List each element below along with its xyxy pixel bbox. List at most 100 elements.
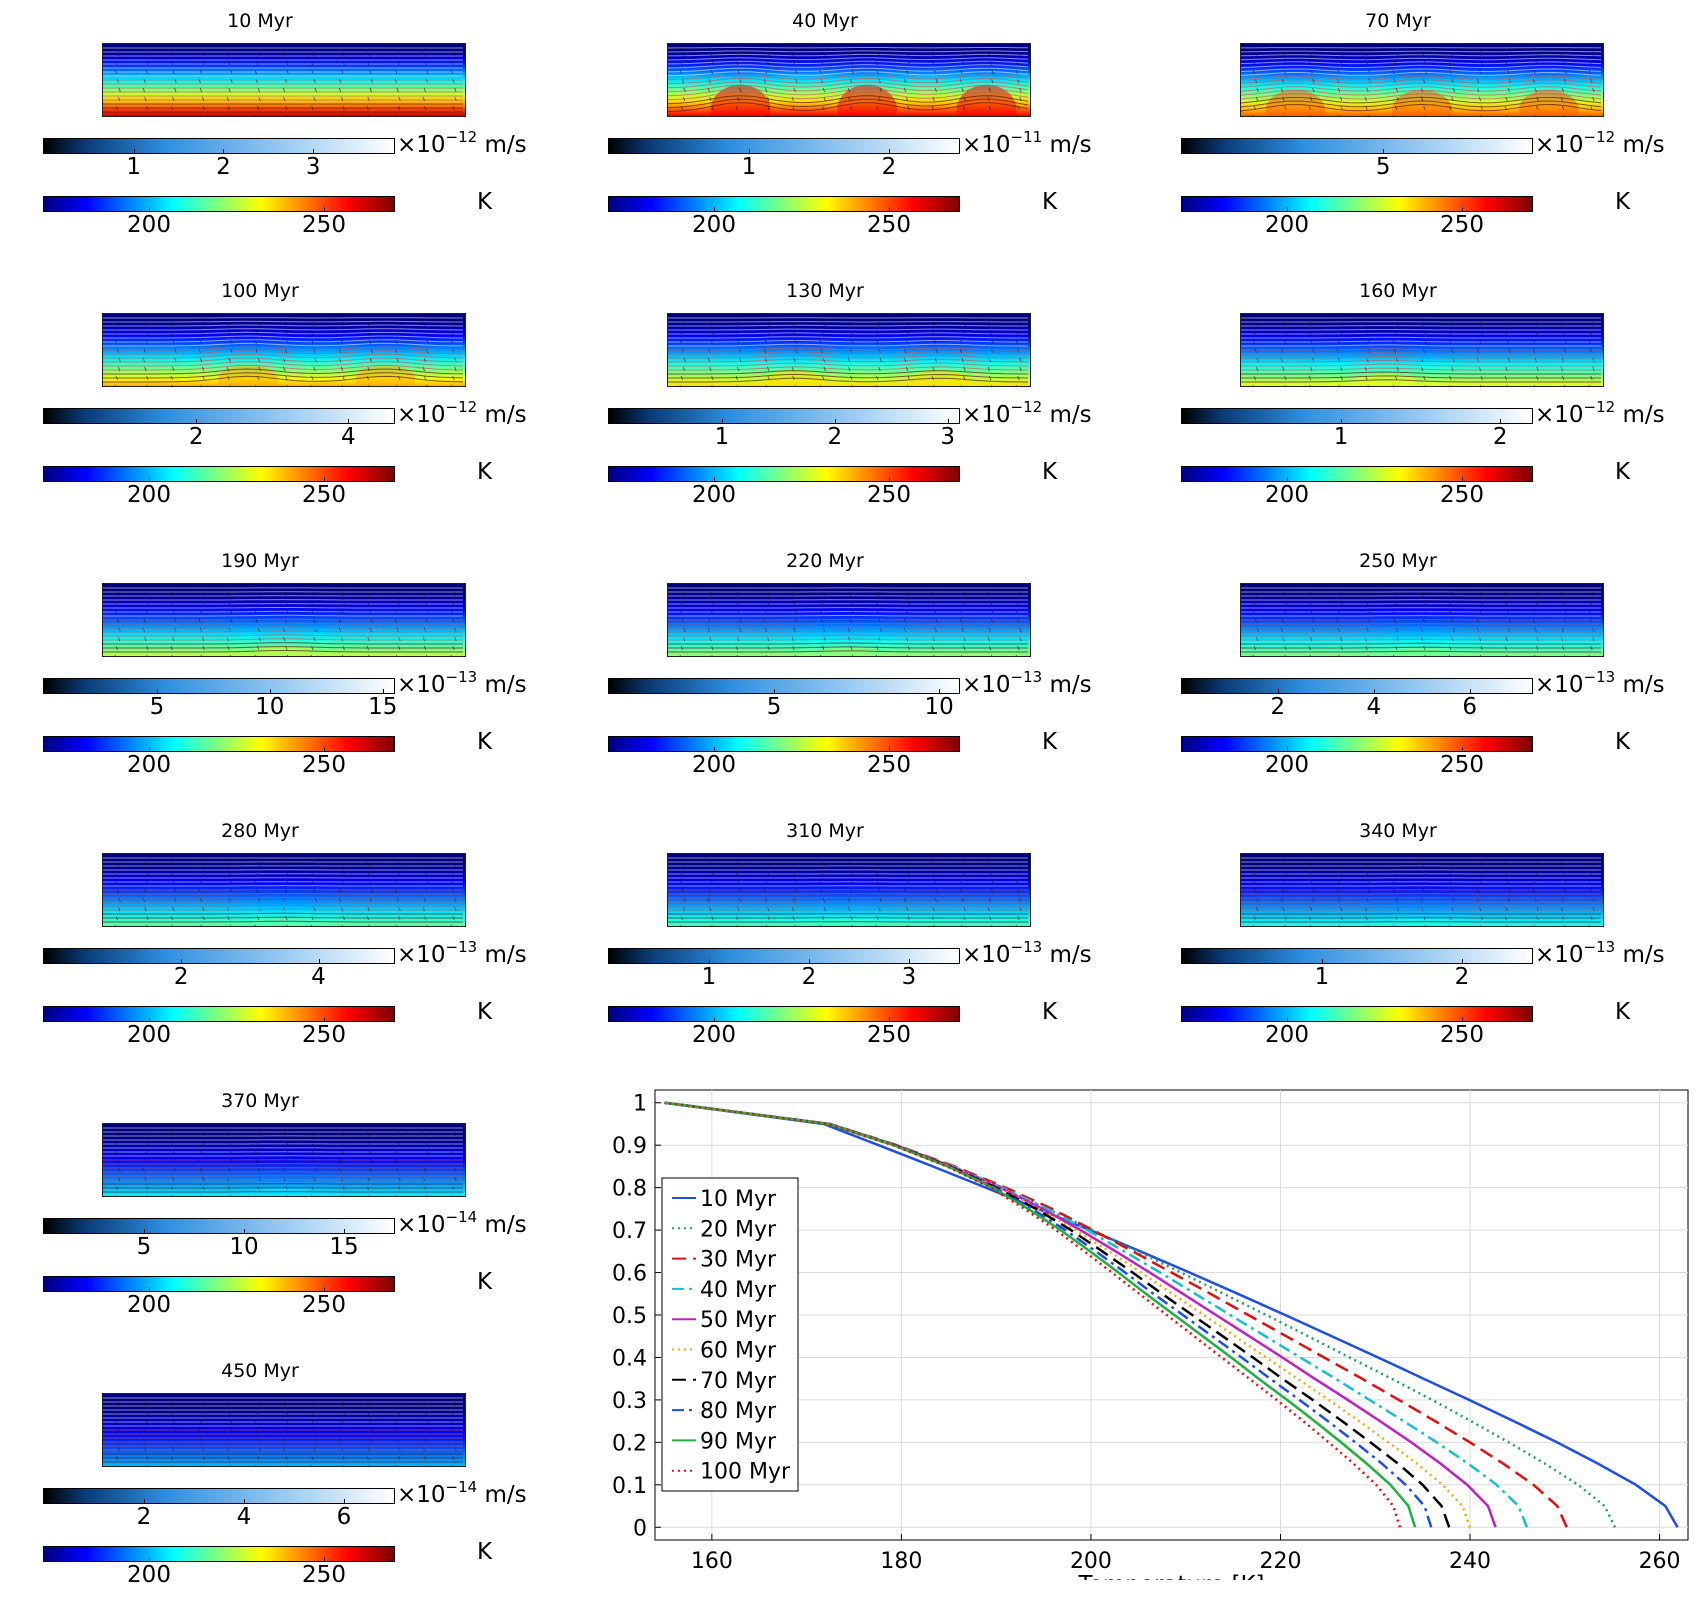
velocity-colorbar xyxy=(43,1218,395,1234)
temperature-tick-label: 200 xyxy=(1265,752,1309,778)
x-tick-label: 220 xyxy=(1259,1549,1301,1574)
velocity-tick-label: 15 xyxy=(329,1234,358,1260)
velocity-tick-label: 3 xyxy=(306,154,321,180)
exponent: −12 xyxy=(446,398,478,416)
velocity-tick-label: 1 xyxy=(126,154,141,180)
velocity-unit: ×10−13 m/s xyxy=(397,938,527,968)
velocity-colorbar xyxy=(608,408,960,424)
velocity-unit-label: m/s xyxy=(1615,942,1664,968)
y-tick-label: 0.7 xyxy=(612,1219,647,1244)
isotherm-line xyxy=(668,612,1028,613)
temperature-unit: K xyxy=(477,1269,492,1295)
velocity-tick-label: 2 xyxy=(1271,694,1286,720)
exponent: −13 xyxy=(446,668,478,686)
temperature-velocity-field xyxy=(102,1393,466,1467)
times-ten: ×10 xyxy=(962,402,1011,428)
field-plot xyxy=(668,314,1030,386)
velocity-tick-label: 5 xyxy=(137,1234,152,1260)
legend-label: 40 Myr xyxy=(700,1278,777,1303)
legend-label: 80 Myr xyxy=(700,1399,777,1424)
times-ten: ×10 xyxy=(962,132,1011,158)
velocity-colorbar xyxy=(43,1488,395,1504)
velocity-colorbar xyxy=(43,678,395,694)
velocity-tick-label: 2 xyxy=(137,1504,152,1530)
temperature-velocity-field xyxy=(102,853,466,927)
plume xyxy=(819,647,879,653)
temperature-colorbar xyxy=(1181,1006,1533,1022)
times-ten: ×10 xyxy=(1535,402,1584,428)
field-plot xyxy=(1241,854,1603,926)
legend-label: 70 Myr xyxy=(700,1369,777,1394)
plume xyxy=(819,919,879,921)
velocity-colorbar xyxy=(608,948,960,964)
times-ten: ×10 xyxy=(397,132,446,158)
velocity-tick-label: 4 xyxy=(237,1504,252,1530)
panel-title: 220 Myr xyxy=(565,550,1085,572)
panel-title: 370 Myr xyxy=(0,1090,520,1112)
velocity-unit-label: m/s xyxy=(477,942,526,968)
temperature-tick-label: 250 xyxy=(867,752,911,778)
field-plot xyxy=(1241,44,1603,116)
plume xyxy=(254,1189,314,1191)
velocity-tick-label: 2 xyxy=(216,154,231,180)
temperature-unit: K xyxy=(477,1539,492,1565)
velocity-colorbar xyxy=(1181,678,1533,694)
velocity-tick-label: 3 xyxy=(902,964,917,990)
field-plot xyxy=(668,584,1030,656)
temperature-unit: K xyxy=(1042,459,1057,485)
temperature-tick-label: 200 xyxy=(1265,212,1309,238)
x-axis-label: Temperature [K] xyxy=(1077,1572,1264,1580)
temperature-tick-label: 200 xyxy=(127,212,171,238)
y-tick-label: 0.1 xyxy=(612,1474,647,1499)
field-plot xyxy=(103,584,465,656)
temperature-colorbar xyxy=(43,1006,395,1022)
exponent: −14 xyxy=(446,1208,478,1226)
field-plot xyxy=(103,314,465,386)
field-plot xyxy=(103,854,465,926)
velocity-colorbar xyxy=(608,678,960,694)
velocity-unit: ×10−13 m/s xyxy=(962,668,1092,698)
temperature-tick-label: 250 xyxy=(867,1022,911,1048)
temperature-colorbar xyxy=(1181,736,1533,752)
temperature-tick-label: 200 xyxy=(1265,1022,1309,1048)
velocity-tick-label: 10 xyxy=(229,1234,258,1260)
temperature-tick-label: 250 xyxy=(1440,1022,1484,1048)
velocity-unit-label: m/s xyxy=(1042,672,1091,698)
velocity-unit: ×10−11 m/s xyxy=(962,128,1092,158)
y-tick-label: 0.6 xyxy=(612,1262,647,1287)
temperature-unit: K xyxy=(1042,189,1057,215)
legend-label: 60 Myr xyxy=(700,1339,777,1364)
y-tick-label: 0 xyxy=(633,1516,647,1541)
panel-title: 70 Myr xyxy=(1138,10,1658,32)
temperature-tick-label: 200 xyxy=(127,752,171,778)
velocity-tick-label: 2 xyxy=(802,964,817,990)
velocity-unit-label: m/s xyxy=(1042,132,1091,158)
panel-title: 40 Myr xyxy=(565,10,1085,32)
velocity-unit-label: m/s xyxy=(477,132,526,158)
temperature-colorbar xyxy=(43,196,395,212)
velocity-tick-label: 5 xyxy=(1376,154,1391,180)
velocity-unit-label: m/s xyxy=(477,672,526,698)
temperature-tick-label: 200 xyxy=(1265,482,1309,508)
exponent: −14 xyxy=(446,1478,478,1496)
field-plot xyxy=(1241,584,1603,656)
velocity-unit-label: m/s xyxy=(1042,942,1091,968)
temperature-tick-label: 200 xyxy=(127,1022,171,1048)
times-ten: ×10 xyxy=(397,942,446,968)
temperature-tick-label: 250 xyxy=(302,1562,346,1588)
exponent: −12 xyxy=(446,128,478,146)
velocity-unit: ×10−13 m/s xyxy=(1535,938,1665,968)
velocity-unit-label: m/s xyxy=(1042,402,1091,428)
exponent: −12 xyxy=(1584,128,1616,146)
field-plot xyxy=(668,44,1030,116)
velocity-tick-label: 6 xyxy=(337,1504,352,1530)
times-ten: ×10 xyxy=(962,942,1011,968)
times-ten: ×10 xyxy=(397,402,446,428)
velocity-tick-label: 1 xyxy=(702,964,717,990)
